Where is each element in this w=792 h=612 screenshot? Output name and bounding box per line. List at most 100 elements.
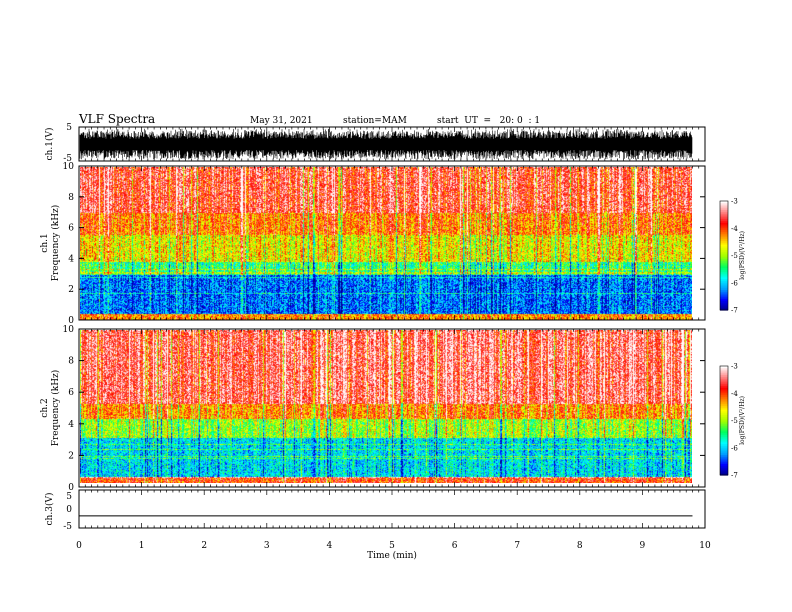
spectrogram-ytick-label: 10: [63, 325, 75, 335]
colorbar-segment: [720, 405, 728, 409]
colorbar-segment: [720, 224, 728, 228]
colorbar-segment: [720, 371, 728, 374]
ch1-waveform-panel: 5 -5 ch.1(V): [44, 123, 706, 164]
colorbar-tick-label: -7: [731, 307, 738, 315]
colorbar-tick-label: -5: [731, 252, 738, 260]
colorbar-segment: [720, 420, 728, 423]
colorbar-label: log(PSD)(V²/Hz): [739, 396, 746, 445]
colorbar-segment: [720, 215, 728, 218]
time-tick-label: 3: [264, 541, 270, 551]
ch1-ytick-bottom: -5: [63, 154, 72, 164]
spectrogram-ytick-label: 6: [68, 224, 74, 234]
colorbar-segment: [720, 235, 728, 238]
time-tick-label: 5: [389, 541, 395, 551]
colorbar-segment: [720, 286, 728, 289]
colorbar-segment: [720, 250, 728, 253]
colorbar-segment: [720, 228, 728, 231]
ch3-waveform-panel: 5 0 -5 ch.3(V): [44, 489, 706, 532]
ch1-spectrogram-ylabel-freq: Frequency (kHz): [50, 205, 61, 282]
colorbar-segment: [720, 246, 728, 249]
colorbar-segment: [720, 213, 728, 217]
colorbar-segment: [720, 444, 728, 447]
colorbar-segment: [720, 418, 728, 422]
colorbar-segment: [720, 239, 728, 242]
colorbar-segment: [720, 231, 728, 235]
colorbar-segment: [720, 395, 728, 398]
colorbar-segment: [720, 273, 728, 277]
colorbar-segment: [720, 425, 728, 429]
colorbar-segment: [720, 422, 728, 425]
colorbar-segment: [720, 409, 728, 413]
colorbar-segment: [720, 396, 728, 400]
colorbar-tick-label: -3: [731, 363, 738, 371]
colorbar-segment: [720, 275, 728, 278]
colorbar-segment: [720, 226, 728, 229]
ch1-spectrogram-image: [80, 167, 692, 320]
colorbar-segment: [720, 220, 728, 224]
colorbar-segment: [720, 391, 728, 394]
ch2-spectrogram-yticks: 0 2 4 6 8 10: [63, 325, 705, 493]
ch3-waveform-frame: [78, 489, 706, 529]
colorbar-segment: [720, 206, 728, 209]
colorbar-segment: [720, 210, 728, 213]
colorbar-tick-label: -6: [731, 279, 738, 287]
colorbar-segment: [720, 413, 728, 416]
colorbar-segment: [720, 411, 728, 414]
colorbar-segment: [720, 402, 728, 405]
spectrogram-ytick-label: 4: [68, 254, 74, 264]
colorbar-segment: [720, 277, 728, 280]
time-tick-label: 10: [699, 541, 711, 551]
colorbar-segment: [720, 291, 728, 295]
colorbar-segment: [720, 259, 728, 262]
colorbar-segment: [720, 299, 728, 302]
colorbar-segment: [720, 266, 728, 269]
colorbar-segment: [720, 416, 728, 420]
colorbar-segment: [720, 471, 728, 474]
time-axis-label: Time (min): [367, 550, 417, 561]
colorbar-segment: [720, 424, 728, 427]
colorbar-segment: [720, 455, 728, 458]
time-tick-label: 9: [640, 541, 646, 551]
time-tick-label: 1: [139, 541, 145, 551]
colorbar-segment: [720, 251, 728, 255]
spectrogram-ytick-label: 8: [68, 193, 74, 203]
colorbar-segment: [720, 240, 728, 244]
colorbar-segment: [720, 389, 728, 393]
colorbar-segment: [720, 435, 728, 438]
colorbar-segment: [720, 440, 728, 443]
colorbar-segment: [720, 376, 728, 380]
ch3-waveform-ylabel: ch.3(V): [44, 493, 55, 526]
colorbar-segment: [720, 306, 728, 309]
colorbar-segment: [720, 438, 728, 442]
ch1-spectrogram-panel: 0 2 4 6 8 10 ch.1 Frequency (kHz) -3 -4 -5 -6 -7 l…: [40, 162, 746, 326]
colorbar-segment: [720, 268, 728, 271]
colorbar-segment: [720, 300, 728, 304]
ch2-spectrogram-image: [80, 330, 692, 483]
colorbar-segment: [720, 369, 728, 373]
colorbar-segment: [720, 400, 728, 403]
colorbar-tick-label: -4: [731, 390, 738, 398]
colorbar-segment: [720, 264, 728, 267]
colorbar-segment: [720, 230, 728, 233]
colorbar-segment: [720, 280, 728, 284]
colorbar-tick-label: -4: [731, 225, 738, 233]
ch1-waveform-trace: [79, 128, 693, 160]
colorbar-segment: [720, 282, 728, 286]
ch1-ytick-top: 5: [66, 123, 72, 133]
colorbar-segment: [720, 204, 728, 208]
colorbar-segment: [720, 288, 728, 291]
time-tick-label: 7: [514, 541, 520, 551]
ch2-spectrogram-panel: 0 2 4 6 8 10 ch.2 Frequency (kHz) -3 -4 -5 -6 -7 l…: [40, 325, 746, 493]
colorbar-tick-label: -3: [731, 198, 738, 206]
colorbar-segment: [720, 302, 728, 306]
ch2-spectrogram-ylabel-freq: Frequency (kHz): [50, 370, 61, 447]
colorbar-segment: [720, 367, 728, 371]
colorbar-segment: [720, 385, 728, 389]
colorbar-segment: [720, 433, 728, 436]
colorbar-segment: [720, 244, 728, 248]
colorbar-segment: [720, 453, 728, 456]
colorbar-segment: [720, 262, 728, 266]
colorbar-segment: [720, 271, 728, 275]
colorbar-segment: [720, 465, 728, 469]
colorbar-segment: [720, 211, 728, 215]
